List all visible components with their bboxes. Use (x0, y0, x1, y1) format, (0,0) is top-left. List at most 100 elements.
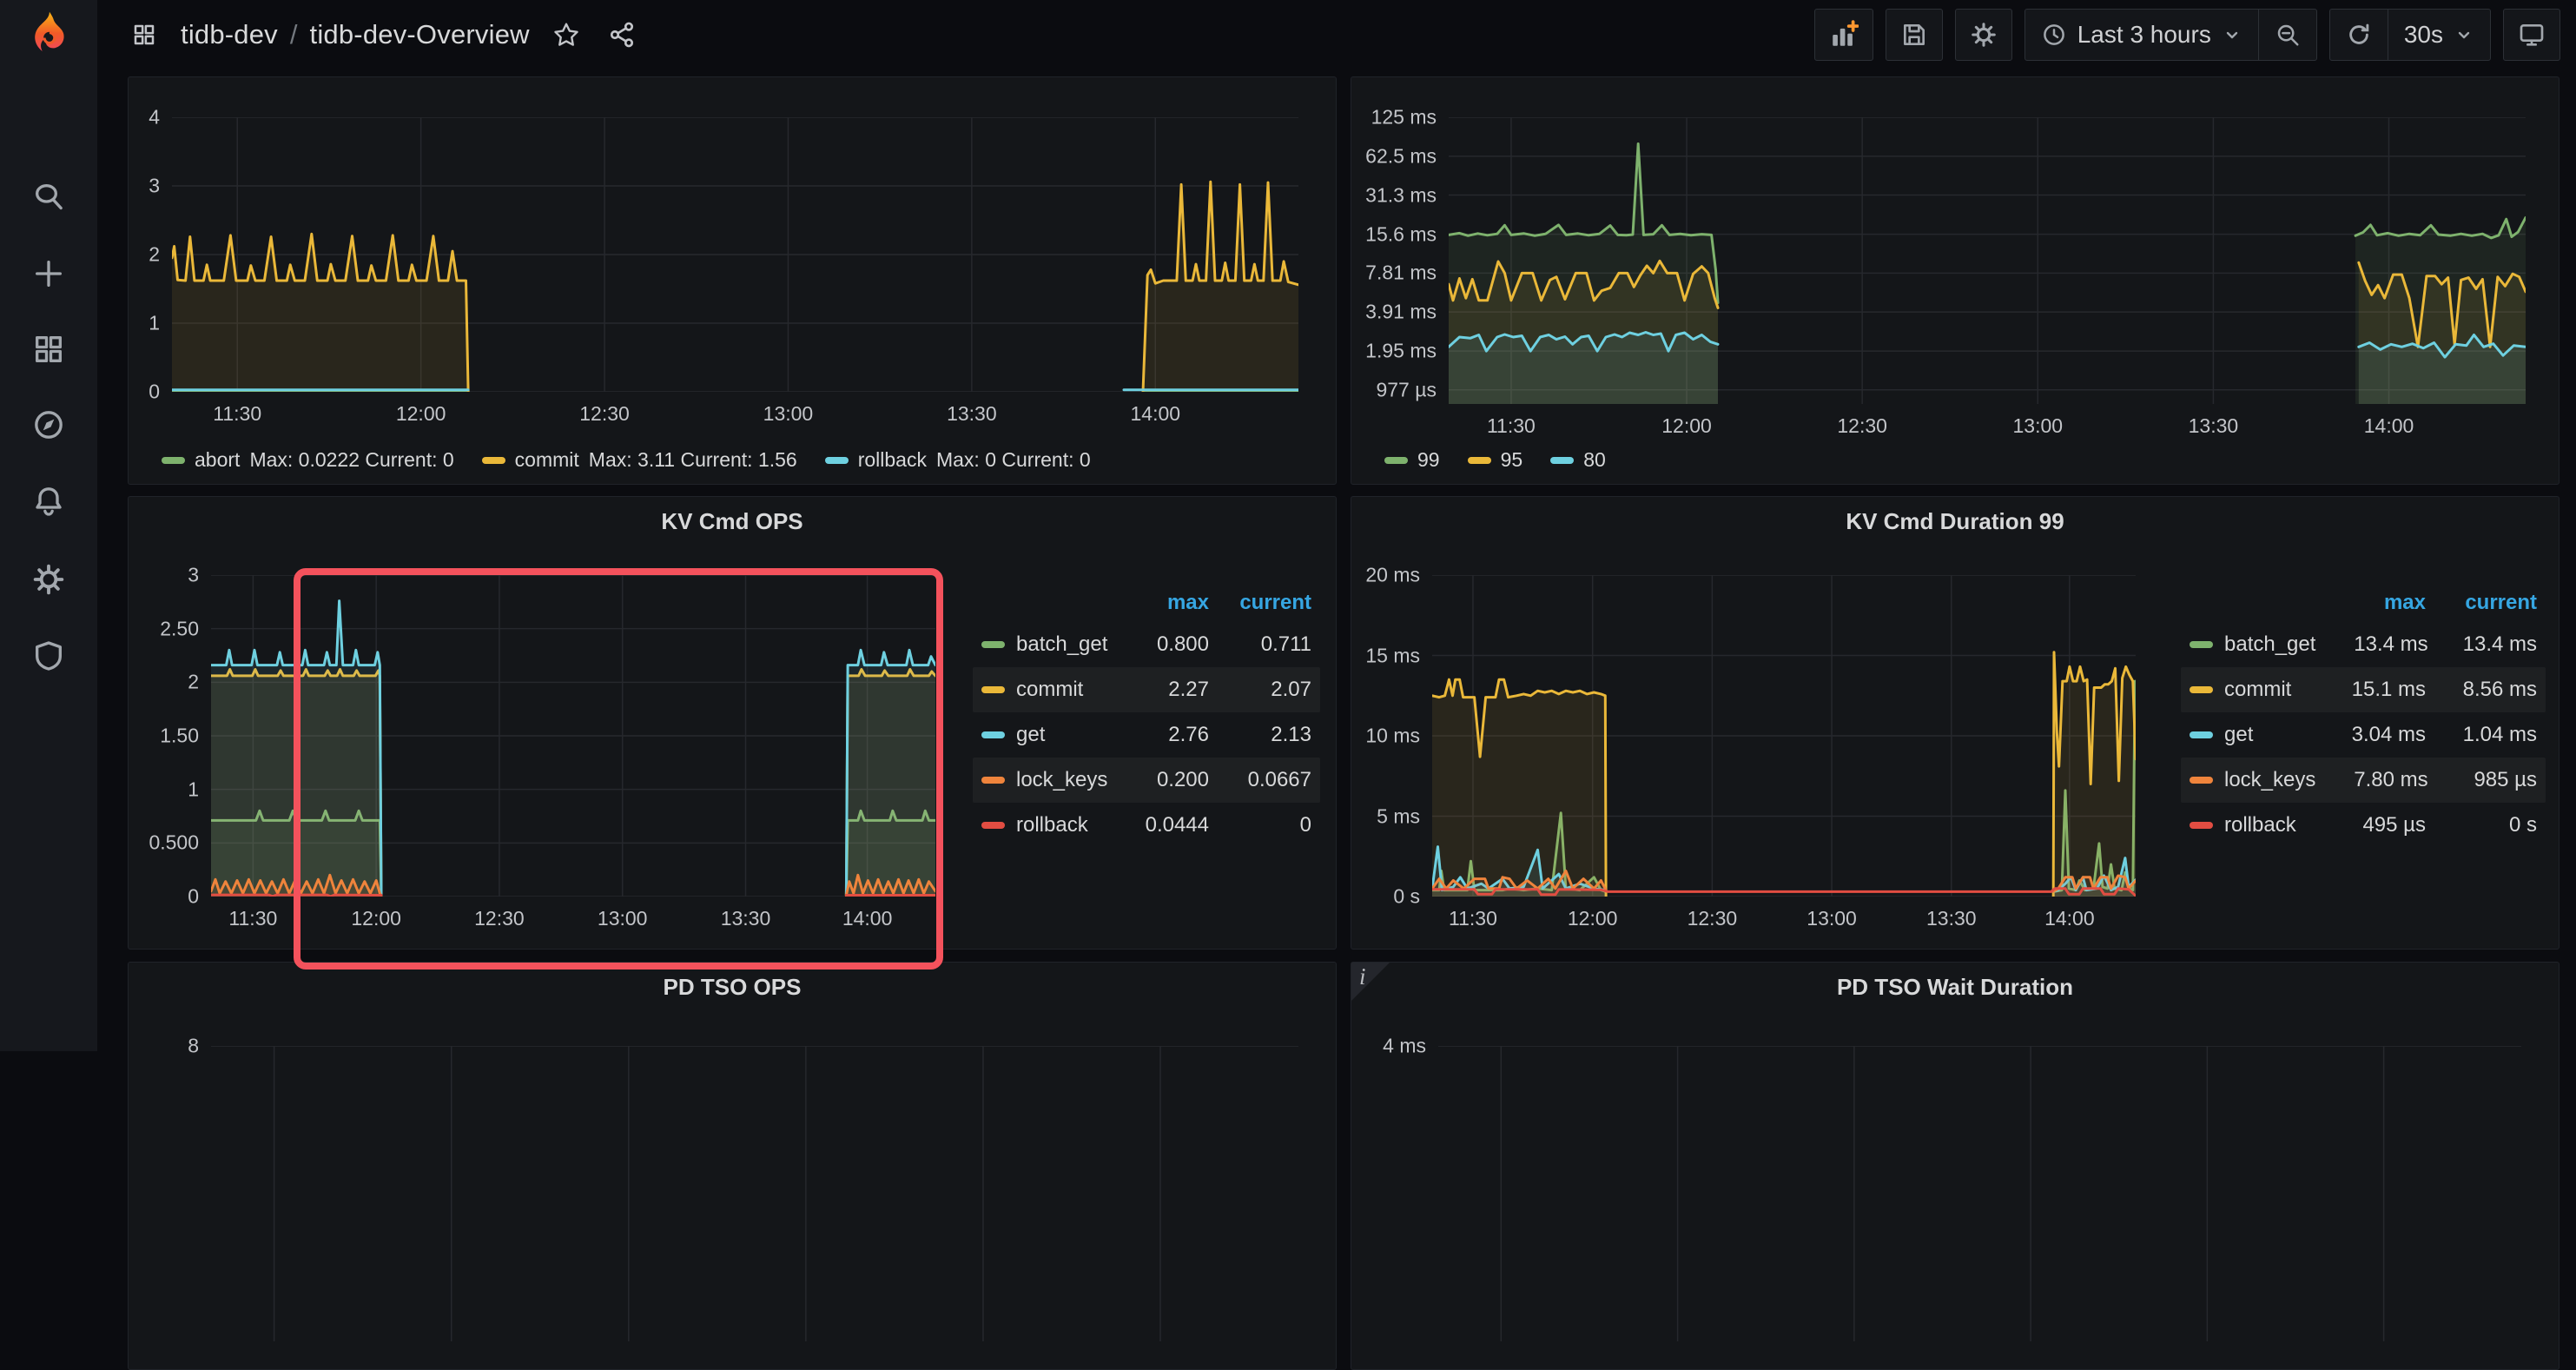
search-icon (36, 184, 63, 210)
chart-plot-pd-tso-ops[interactable] (211, 1046, 1298, 1341)
legend-max-value: 0.0444 (1145, 813, 1209, 837)
legend-max-value: 495 µs (2362, 813, 2426, 837)
chart-plot-pd-tso-wait-duration[interactable] (1438, 1046, 2521, 1341)
panel-title-pd-tso-ops[interactable]: PD TSO OPS (663, 974, 802, 1000)
legend-current-value: 8.56 ms (2462, 678, 2537, 701)
share-dashboard-button[interactable] (603, 16, 641, 54)
legend-current-value: 2.13 (1271, 723, 1311, 746)
series-fill-batch_get (846, 811, 935, 897)
series-line-95 (1449, 259, 1720, 309)
breadcrumb-dashboard[interactable]: tidb-dev-Overview (309, 19, 530, 50)
sidebar-item-dashboards[interactable] (31, 332, 66, 367)
series-line-rollback (211, 893, 383, 897)
series-line-commit (1141, 180, 1298, 392)
legend-header-max[interactable]: max (1166, 591, 1209, 614)
series-line-commit (844, 668, 935, 897)
series-fill-commit (1143, 182, 1298, 392)
chart-plot-kv-cmd-duration-99[interactable] (1432, 575, 2136, 897)
time-range-picker[interactable]: Last 3 hours (2025, 10, 2258, 60)
legend-series-name: lock_keys (2224, 768, 2316, 791)
legend-row-batch_get[interactable]: batch_get 13.4 ms 13.4 ms (2181, 622, 2546, 667)
add-panel-icon (1832, 20, 1859, 46)
x-tick-label: 11:30 (213, 402, 262, 425)
y-tick-label: 5 ms (1377, 804, 1420, 827)
legend-header-max[interactable]: max (2383, 591, 2426, 614)
series-line-get (211, 599, 383, 896)
breadcrumb-folder[interactable]: tidb-dev (181, 19, 278, 50)
legend: 99 95 80 (1384, 448, 1606, 472)
sidebar-item-explore[interactable] (31, 407, 66, 442)
legend-max-value: 3.04 ms (2351, 723, 2426, 746)
zoom-out-time-button[interactable] (2257, 10, 2316, 60)
y-tick-label: 977 µs (1376, 378, 1437, 401)
y-tick-label: 3.91 ms (1365, 300, 1437, 323)
legend-series-name: get (2224, 723, 2254, 746)
gear-icon (1971, 23, 1996, 47)
sidebar-item-alerting[interactable] (31, 484, 66, 519)
legend-row-get[interactable]: get 2.76 2.13 (973, 712, 1320, 758)
legend-row-lock_keys[interactable]: lock_keys 7.80 ms 985 µs (2181, 758, 2546, 803)
legend-row-commit[interactable]: commit 15.1 ms 8.56 ms (2181, 667, 2546, 712)
legend-item-commit[interactable]: commit Max: 3.11 Current: 1.56 (481, 448, 797, 472)
legend-series-batch_get: batch_get (981, 632, 1115, 657)
y-tick-label: 8 (188, 1034, 199, 1057)
save-dashboard-button[interactable] (1885, 9, 1943, 61)
legend-row-rollback[interactable]: rollback 495 µs 0 s (2181, 803, 2546, 848)
legend-series-lock_keys: lock_keys (2190, 768, 2315, 792)
legend-row-get[interactable]: get 3.04 ms 1.04 ms (2181, 712, 2546, 758)
series-line-rollback (1432, 887, 2136, 897)
grafana-logo[interactable] (23, 9, 75, 61)
panel-title-pd-tso-wait-duration[interactable]: PD TSO Wait Duration (1836, 974, 2074, 1000)
legend-header-current[interactable]: current (1239, 591, 1311, 614)
legend-row-rollback[interactable]: rollback 0.0444 0 (973, 803, 1320, 848)
refresh-dashboard-button[interactable] (2330, 10, 2388, 60)
legend-row-batch_get[interactable]: batch_get 0.800 0.711 (973, 622, 1320, 667)
chart-plot-txn-ops[interactable] (172, 117, 1298, 392)
panel-pd-tso-wait-duration: PD TSO Wait Duration i 4 ms (1351, 962, 2559, 1370)
refresh-interval-picker[interactable]: 30s (2387, 10, 2490, 60)
y-tick-label: 1 (149, 311, 160, 334)
legend-series-name: batch_get (1016, 632, 1108, 656)
panel-pd-tso-ops: PD TSO OPS 8 (128, 962, 1337, 1370)
star-dashboard-button[interactable] (547, 16, 585, 54)
y-tick-label: 125 ms (1371, 105, 1437, 129)
legend-series-rollback: rollback (981, 813, 1115, 837)
legend-header-current[interactable]: current (2465, 591, 2537, 614)
cycle-view-mode-button[interactable] (2503, 9, 2560, 61)
legend-series-commit: commit (2190, 678, 2311, 702)
breadcrumb-separator: / (289, 19, 298, 50)
panel-title-kv-cmd-duration-99[interactable]: KV Cmd Duration 99 (1846, 508, 2064, 534)
y-tick-label: 7.81 ms (1365, 261, 1437, 284)
sidebar-item-search[interactable] (31, 180, 66, 215)
chart-plot-txn-duration[interactable] (1449, 117, 2526, 404)
x-tick-label: 13:00 (597, 907, 648, 930)
legend-row-commit[interactable]: commit 2.27 2.07 (973, 667, 1320, 712)
dashboard-settings-button[interactable] (1954, 9, 2012, 61)
refresh-group: 30s (2328, 9, 2491, 61)
legend-item-80[interactable]: 80 (1550, 448, 1606, 472)
legend-swatch (1550, 456, 1575, 464)
series-fill-commit (1432, 679, 1607, 897)
legend-swatch (162, 456, 185, 464)
legend-series-rollback: rollback (2190, 813, 2311, 837)
legend-swatch (2190, 686, 2213, 693)
y-tick-label: 4 (149, 105, 160, 129)
sidebar-item-create[interactable] (31, 256, 66, 291)
y-tick-label: 10 ms (1365, 724, 1420, 747)
legend-item-95[interactable]: 95 (1467, 448, 1522, 472)
dashboards-grid-icon (36, 336, 63, 362)
series-line-80 (1449, 331, 1720, 353)
chart-plot-kv-cmd-ops[interactable] (211, 575, 935, 897)
legend-row-lock_keys[interactable]: lock_keys 0.200 0.0667 (973, 758, 1320, 803)
legend-item-rollback[interactable]: rollback Max: 0 Current: 0 (824, 448, 1091, 472)
panel-title-kv-cmd-ops[interactable]: KV Cmd OPS (661, 508, 803, 534)
sidebar-item-configuration[interactable] (31, 562, 66, 597)
legend-item-abort[interactable]: abort Max: 0.0222 Current: 0 (162, 448, 454, 472)
legend-series-name: abort (195, 448, 241, 471)
panel-info-corner[interactable]: i (1351, 963, 1390, 1001)
sidebar-item-server-admin[interactable] (31, 639, 66, 673)
add-panel-button[interactable] (1813, 9, 1873, 61)
legend-item-99[interactable]: 99 (1384, 448, 1440, 472)
breadcrumb[interactable]: tidb-dev / tidb-dev-Overview (181, 19, 530, 50)
legend-swatch (2190, 731, 2213, 738)
